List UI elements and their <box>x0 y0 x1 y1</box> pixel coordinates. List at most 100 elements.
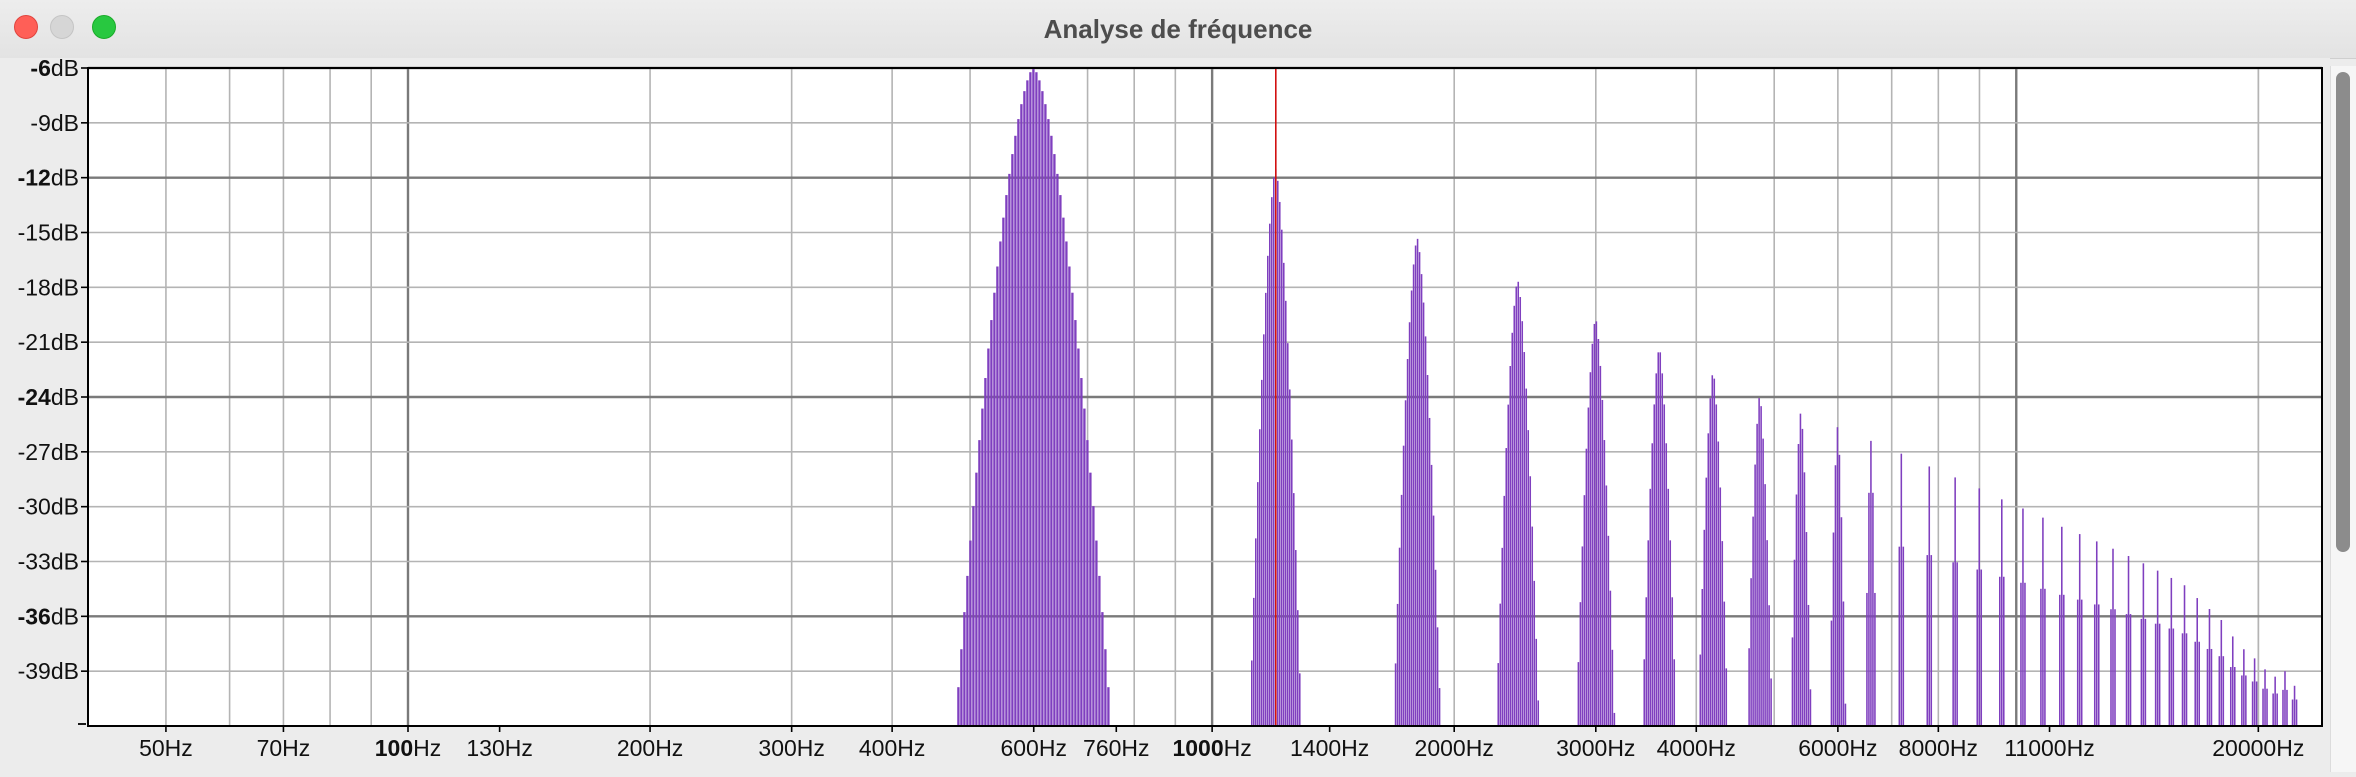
spectrum-bar <box>1585 448 1588 726</box>
spectrum-bar <box>1521 321 1524 726</box>
x-tick-value: 11000 <box>2004 735 2066 761</box>
spectrum-bar <box>1035 72 1038 726</box>
spectrum-bar <box>1416 238 1419 726</box>
spectrum-bar <box>1277 180 1279 726</box>
spectrum-bar <box>2272 693 2274 726</box>
spectrum-bar <box>1872 492 1874 726</box>
spectrum-bar <box>1898 546 1901 726</box>
spectrum-bar <box>1583 495 1586 726</box>
x-tick-unit: Hz <box>165 735 193 761</box>
y-tick-label: -27dB <box>18 439 79 465</box>
spectrum-bar <box>1104 649 1107 726</box>
spectrum-bar <box>1717 441 1720 726</box>
spectrum-bar <box>1259 429 1261 726</box>
spectrum-bar <box>1267 255 1269 726</box>
spectrum-bar <box>1754 464 1756 726</box>
spectrum-peak <box>1643 352 1676 726</box>
y-tick-label: -15dB <box>18 220 79 246</box>
spectrum-peak <box>1926 466 1933 726</box>
y-tick-value: -33 <box>18 549 51 575</box>
spectrum-peak <box>2218 619 2225 726</box>
spectrum-bar <box>975 472 978 726</box>
spectrum-bar <box>1287 343 1289 726</box>
spectrum-bar <box>2284 671 2286 726</box>
spectrum-bar <box>1766 540 1768 726</box>
spectrum-bar <box>1832 532 1835 726</box>
y-tick-unit: dB <box>51 494 79 520</box>
spectrum-bar <box>1533 580 1536 726</box>
spectrum-bar <box>1083 408 1086 726</box>
y-tick-value: -27 <box>18 439 51 465</box>
spectrum-bar <box>2156 570 2159 726</box>
spectrum-bar <box>1092 506 1095 726</box>
close-window-button[interactable] <box>14 15 38 39</box>
spectrum-bar <box>1758 398 1760 726</box>
spectrum-plot-svg[interactable]: -6dB-9dB-12dB-15dB-18dB-21dB-24dB-27dB-3… <box>0 55 2330 772</box>
spectrum-bar <box>1593 323 1596 726</box>
spectrum-bar <box>987 348 990 726</box>
x-tick-unit: Hz <box>1224 735 1252 761</box>
spectrum-peak <box>2154 570 2161 726</box>
x-tick-value: 100 <box>375 735 413 761</box>
spectrum-bar <box>1086 440 1089 726</box>
spectrum-bar <box>1709 398 1712 726</box>
spectrum-bar <box>1701 588 1704 726</box>
spectrum-bar <box>2114 609 2116 726</box>
spectrum-bar <box>2076 599 2079 726</box>
spectrum-bar <box>2218 656 2221 726</box>
x-tick-unit: Hz <box>1466 735 1494 761</box>
spectrum-peak <box>2140 563 2147 726</box>
spectrum-peak <box>1577 321 1616 726</box>
vertical-scrollbar[interactable] <box>2330 66 2356 772</box>
y-tick-value: -6 <box>30 58 50 81</box>
spectrum-bar <box>990 320 993 726</box>
spectrum-bar <box>2024 582 2026 726</box>
spectrum-peak <box>957 68 1110 727</box>
spectrum-bar <box>1750 578 1752 726</box>
spectrum-bar <box>1418 252 1421 726</box>
y-tick-unit: dB <box>51 549 79 575</box>
x-tick-unit: Hz <box>1950 735 1978 761</box>
spectrum-bar <box>1499 603 1502 726</box>
spectrum-bar <box>2196 598 2198 726</box>
spectrum-chart[interactable]: -6dB -9dB -12dB -15dB -18dB -21dB -24dB -27dB -3… <box>0 55 2330 772</box>
y-tick-unit: dB <box>51 329 79 355</box>
spectrum-bar <box>2266 688 2268 726</box>
y-tick-value: -12 <box>18 165 51 191</box>
spectrum-bar <box>1422 302 1425 726</box>
spectrum-bar <box>1095 540 1098 726</box>
scrollbar-thumb[interactable] <box>2336 72 2350 552</box>
spectrum-bar <box>1501 547 1504 726</box>
spectrum-bar <box>1705 477 1708 726</box>
spectrum-bar <box>1926 555 1929 726</box>
spectrum-bar <box>2181 633 2184 726</box>
spectrum-bar <box>2040 588 2042 726</box>
spectrum-bar <box>1517 281 1520 726</box>
x-tick-value: 8000 <box>1899 735 1950 761</box>
spectrum-bar <box>1041 91 1044 727</box>
spectrum-bar <box>1281 229 1283 726</box>
spectrum-bar <box>1655 373 1658 726</box>
spectrum-bar <box>996 266 999 726</box>
spectrum-bar <box>1643 659 1646 726</box>
spectrum-bar <box>2295 699 2298 726</box>
x-tick-label: 20000Hz <box>2212 735 2304 761</box>
spectrum-bar <box>1404 400 1407 726</box>
spectrum-bar <box>1394 663 1397 726</box>
spectrum-bar <box>2253 658 2256 726</box>
zoom-window-button[interactable] <box>92 15 116 39</box>
spectrum-bar <box>2264 669 2266 726</box>
y-tick-value: -21 <box>18 329 51 355</box>
y-tick-label: -12dB <box>18 165 79 191</box>
minimize-window-button[interactable] <box>50 15 74 39</box>
spectrum-bar <box>1793 559 1796 726</box>
spectrum-bar <box>1410 290 1413 726</box>
spectrum-bar <box>2206 648 2209 726</box>
spectrum-bar <box>1283 262 1285 726</box>
spectrum-bar <box>1424 336 1427 726</box>
spectrum-bar <box>1537 700 1540 726</box>
y-axis-ticks: -6dB-9dB-12dB-15dB-18dB-21dB-24dB-27dB-3… <box>18 55 88 725</box>
y-tick-unit: dB <box>51 274 79 300</box>
spectrum-bar <box>2274 676 2276 726</box>
spectrum-bar <box>1613 712 1616 726</box>
